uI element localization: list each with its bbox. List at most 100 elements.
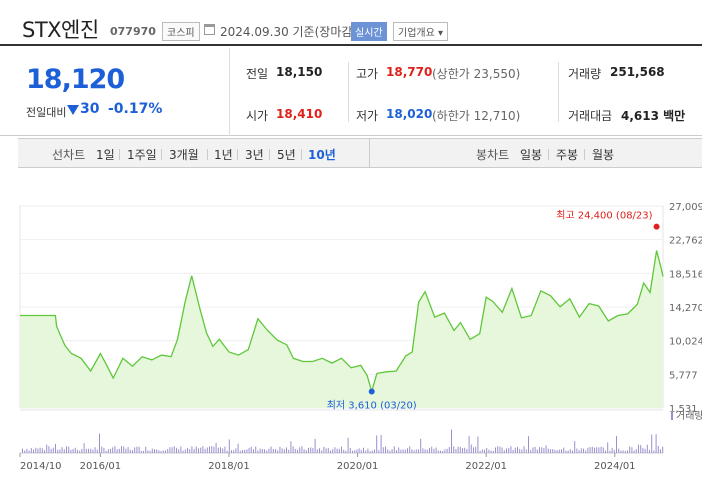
turnover-value: 4,613 백만 bbox=[621, 109, 686, 123]
volume-bar bbox=[297, 449, 298, 453]
volume-bar bbox=[473, 447, 474, 453]
volume-bar bbox=[640, 445, 642, 453]
volume-bar bbox=[484, 449, 485, 453]
open-value: 18,410 bbox=[276, 107, 323, 121]
open-label: 시가 bbox=[246, 109, 269, 123]
volume-bar bbox=[96, 449, 98, 453]
volume-bar bbox=[387, 449, 389, 453]
tab-daily[interactable]: 일봉 bbox=[520, 148, 543, 162]
min-marker bbox=[368, 388, 375, 395]
volume-bar bbox=[468, 436, 470, 453]
y-tick-label: 18,516 bbox=[669, 269, 702, 280]
price-area bbox=[20, 250, 663, 408]
x-tick-label: 2018/01 bbox=[208, 461, 250, 472]
volume-label: 거래량 bbox=[568, 67, 602, 81]
volume-bar bbox=[167, 448, 169, 453]
company-info-dropdown[interactable]: 기업개요 ▾ bbox=[393, 22, 448, 41]
volume-bar bbox=[143, 450, 144, 453]
volume-bar bbox=[138, 446, 140, 453]
volume-bar bbox=[521, 449, 523, 453]
volume-bar bbox=[101, 446, 103, 453]
volume-bar bbox=[477, 436, 479, 453]
tab-3m[interactable]: 3개월 bbox=[169, 148, 199, 162]
volume-bar bbox=[442, 450, 444, 453]
volume-bar bbox=[35, 447, 37, 453]
volume-bar bbox=[334, 447, 336, 453]
diff-label: 전일대비 bbox=[26, 106, 67, 119]
tab-monthly[interactable]: 월봉 bbox=[592, 148, 615, 162]
tab-3y[interactable]: 3년 bbox=[245, 148, 264, 162]
volume-bar bbox=[358, 448, 360, 453]
volume-bar bbox=[624, 450, 626, 453]
tab-1y[interactable]: 1년 bbox=[214, 148, 233, 162]
volume-bar bbox=[519, 449, 521, 453]
volume-bar bbox=[226, 450, 228, 453]
volume-bar bbox=[444, 449, 446, 453]
volume-bar bbox=[356, 449, 358, 453]
volume-bar bbox=[160, 450, 162, 453]
tab-5y[interactable]: 5년 bbox=[277, 148, 296, 162]
volume-bar bbox=[457, 446, 459, 453]
volume-bar bbox=[609, 450, 611, 453]
volume-legend-swatch bbox=[671, 411, 673, 420]
tab-separator bbox=[269, 149, 270, 160]
prev-close-label: 전일 bbox=[246, 67, 269, 81]
volume-bar bbox=[116, 449, 118, 453]
realtime-button[interactable]: 실시간 bbox=[351, 22, 387, 41]
volume-bar bbox=[198, 448, 199, 453]
tab-separator bbox=[301, 149, 302, 160]
volume-bar bbox=[28, 450, 30, 453]
volume-bar bbox=[660, 449, 661, 453]
volume-bar bbox=[596, 447, 598, 453]
volume-bar bbox=[140, 450, 142, 453]
volume-bar bbox=[26, 448, 28, 453]
volume-bar bbox=[413, 450, 415, 453]
volume-bar bbox=[316, 449, 318, 453]
volume-bar bbox=[402, 449, 404, 453]
price-diff: 30 bbox=[80, 101, 100, 117]
volume-bar bbox=[85, 448, 87, 453]
volume-bar bbox=[191, 446, 193, 453]
volume-bar bbox=[407, 448, 408, 453]
volume-bar bbox=[657, 445, 659, 453]
volume-bar bbox=[512, 449, 514, 453]
volume-bar bbox=[385, 446, 386, 453]
volume-bar bbox=[585, 450, 587, 453]
volume-bar bbox=[215, 442, 217, 453]
volume-bar bbox=[429, 447, 430, 453]
volume-bar bbox=[497, 446, 499, 453]
volume-bar bbox=[418, 449, 419, 453]
volume-bar bbox=[81, 448, 83, 453]
tab-weekly[interactable]: 주봉 bbox=[556, 148, 579, 162]
volume-bar bbox=[396, 450, 397, 453]
volume-bar bbox=[134, 447, 136, 453]
volume-bar bbox=[193, 448, 195, 453]
volume-bar bbox=[70, 449, 72, 453]
tab-1w[interactable]: 1주일 bbox=[127, 148, 157, 162]
tab-1d[interactable]: 1일 bbox=[96, 148, 115, 162]
volume-bar bbox=[202, 446, 204, 453]
y-tick-label: 1,531 bbox=[669, 404, 698, 415]
turnover-label: 거래대금 bbox=[568, 109, 613, 123]
volume-bar bbox=[209, 446, 210, 453]
price-chart: 27,009 22,762 18,516 14,270 10,024 5,777 1,531… bbox=[0, 190, 702, 488]
price-line bbox=[20, 250, 664, 394]
volume-bar bbox=[55, 443, 56, 453]
volume-bar bbox=[622, 450, 624, 453]
down-arrow-icon bbox=[67, 105, 79, 115]
volume-bar bbox=[349, 447, 351, 453]
line-chart-title: 선차트 bbox=[52, 148, 86, 162]
volume-bar bbox=[57, 449, 59, 453]
volume-bar bbox=[415, 449, 417, 453]
volume-bar bbox=[90, 448, 92, 453]
volume-bar bbox=[455, 449, 457, 453]
volume-bar bbox=[327, 447, 329, 453]
volume-bar bbox=[594, 447, 595, 453]
volume-bar bbox=[136, 446, 138, 453]
volume-bar bbox=[629, 446, 631, 453]
volume-bar bbox=[404, 449, 406, 453]
tab-10y[interactable]: 10년 bbox=[308, 148, 336, 162]
volume-bar bbox=[264, 449, 265, 453]
volume-bar bbox=[448, 447, 450, 453]
volume-bar bbox=[611, 447, 613, 453]
